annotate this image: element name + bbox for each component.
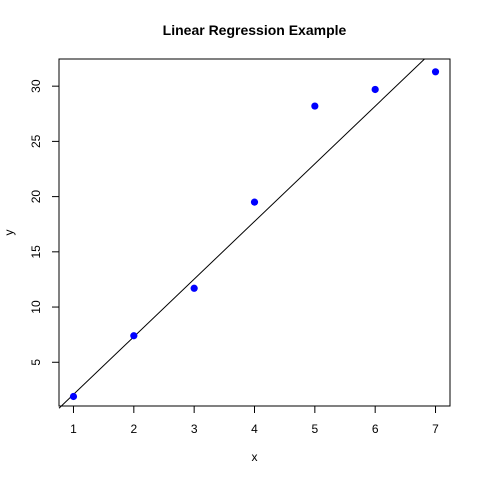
y-axis: 5 10 15 20 25 30 — [29, 79, 60, 366]
x-axis: 1 2 3 4 5 6 7 — [70, 405, 439, 436]
x-tick-label: 1 — [70, 422, 77, 436]
regression-line — [58, 58, 425, 409]
x-tick-label: 7 — [432, 422, 439, 436]
x-tick-label: 3 — [191, 422, 198, 436]
y-tick-label: 30 — [29, 79, 43, 93]
y-tick-label: 10 — [29, 300, 43, 314]
data-point — [371, 85, 379, 94]
data-point — [311, 102, 319, 110]
plot-area — [58, 58, 440, 409]
y-tick-label: 20 — [29, 190, 43, 204]
y-tick-label: 25 — [29, 134, 43, 148]
data-point — [250, 198, 259, 206]
data-point — [130, 332, 138, 340]
data-point — [69, 392, 78, 401]
x-tick-label: 2 — [130, 422, 137, 436]
y-tick-label: 5 — [29, 359, 43, 366]
y-axis-title: y — [2, 230, 16, 236]
chart-title: Linear Regression Example — [163, 22, 347, 38]
x-tick-label: 4 — [251, 422, 258, 436]
x-tick-label: 5 — [311, 422, 318, 436]
x-axis-title: x — [252, 450, 258, 464]
data-point — [190, 284, 198, 292]
x-tick-label: 6 — [372, 422, 379, 436]
data-point — [431, 68, 440, 76]
y-tick-label: 15 — [29, 245, 43, 259]
